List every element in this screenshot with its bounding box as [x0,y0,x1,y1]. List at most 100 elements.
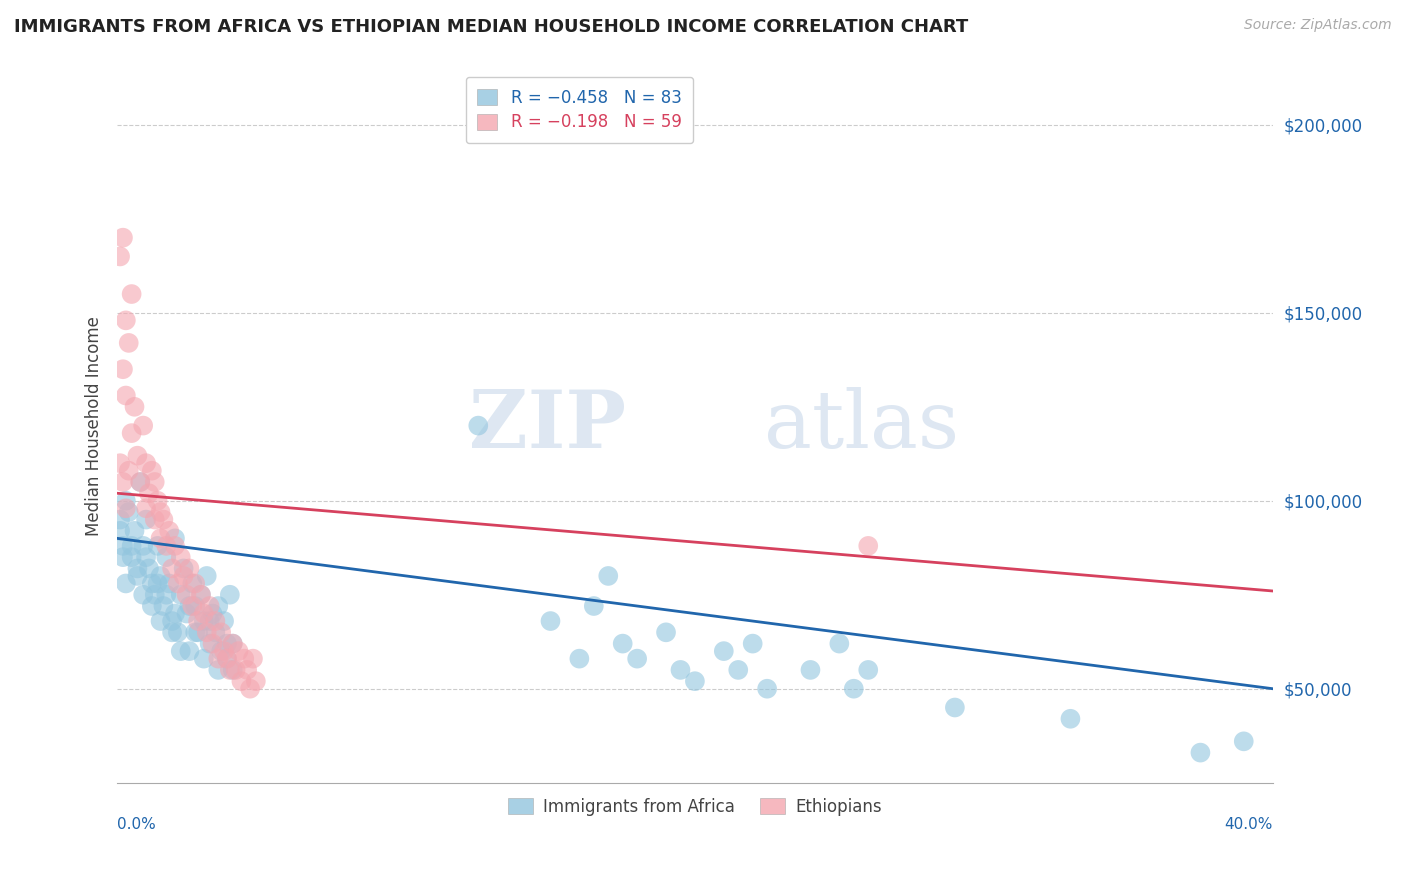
Point [193,651,215,665]
Point [143,512,166,526]
Y-axis label: Median Household Income: Median Household Income [86,316,103,535]
Text: Source: ZipAtlas.com: Source: ZipAtlas.com [1244,18,1392,32]
Point [176,607,198,621]
Point [170,550,193,565]
Point [111,362,134,376]
Point [135,512,157,526]
Point [669,663,692,677]
Point [160,625,183,640]
Point [190,588,212,602]
Point [184,576,207,591]
Point [713,644,735,658]
Point [190,588,212,602]
Point [198,614,221,628]
Point [132,588,155,602]
Point [124,524,146,538]
Point [149,505,172,519]
Point [201,637,224,651]
Point [127,569,149,583]
Point [195,569,218,583]
Point [201,607,224,621]
Point [242,651,264,665]
Point [187,625,209,640]
Point [173,569,195,583]
Point [166,625,188,640]
Point [198,637,221,651]
Point [236,663,259,677]
Point [163,532,186,546]
Point [195,625,218,640]
Point [118,335,141,350]
Point [115,493,138,508]
Point [173,561,195,575]
Point [176,588,198,602]
Point [135,550,157,565]
Point [231,674,253,689]
Point [179,561,201,575]
Point [135,501,157,516]
Point [149,569,172,583]
Point [215,651,238,665]
Point [155,550,177,565]
Point [225,663,247,677]
Point [146,576,169,591]
Legend: Immigrants from Africa, Ethiopians: Immigrants from Africa, Ethiopians [501,789,890,824]
Point [218,588,240,602]
Point [121,287,143,301]
Point [149,614,172,628]
Text: ZIP: ZIP [468,386,626,465]
Point [129,475,152,489]
Point [146,539,169,553]
Point [222,637,245,651]
Point [568,651,591,665]
Point [207,651,229,665]
Point [193,607,215,621]
Point [187,614,209,628]
Point [209,644,232,658]
Point [215,637,238,651]
Point [540,614,562,628]
Point [111,550,134,565]
Point [582,599,605,613]
Point [118,464,141,478]
Point [146,493,169,508]
Point [138,561,160,575]
Point [212,644,235,658]
Point [138,486,160,500]
Point [124,400,146,414]
Point [741,637,763,651]
Point [842,681,865,696]
Point [228,644,250,658]
Point [108,512,131,526]
Point [1189,746,1212,760]
Point [858,663,880,677]
Point [212,614,235,628]
Point [163,607,186,621]
Point [184,599,207,613]
Point [683,674,706,689]
Point [108,250,131,264]
Point [132,539,155,553]
Point [141,464,163,478]
Text: 0.0%: 0.0% [117,817,156,832]
Point [179,644,201,658]
Point [239,681,262,696]
Point [181,576,204,591]
Point [127,561,149,575]
Point [155,588,177,602]
Point [215,651,238,665]
Point [121,539,143,553]
Point [149,532,172,546]
Point [170,588,193,602]
Point [121,426,143,441]
Point [218,663,240,677]
Point [108,524,131,538]
Point [179,599,201,613]
Point [108,456,131,470]
Point [799,663,821,677]
Point [204,614,226,628]
Point [132,418,155,433]
Point [198,599,221,613]
Point [222,663,245,677]
Point [626,651,648,665]
